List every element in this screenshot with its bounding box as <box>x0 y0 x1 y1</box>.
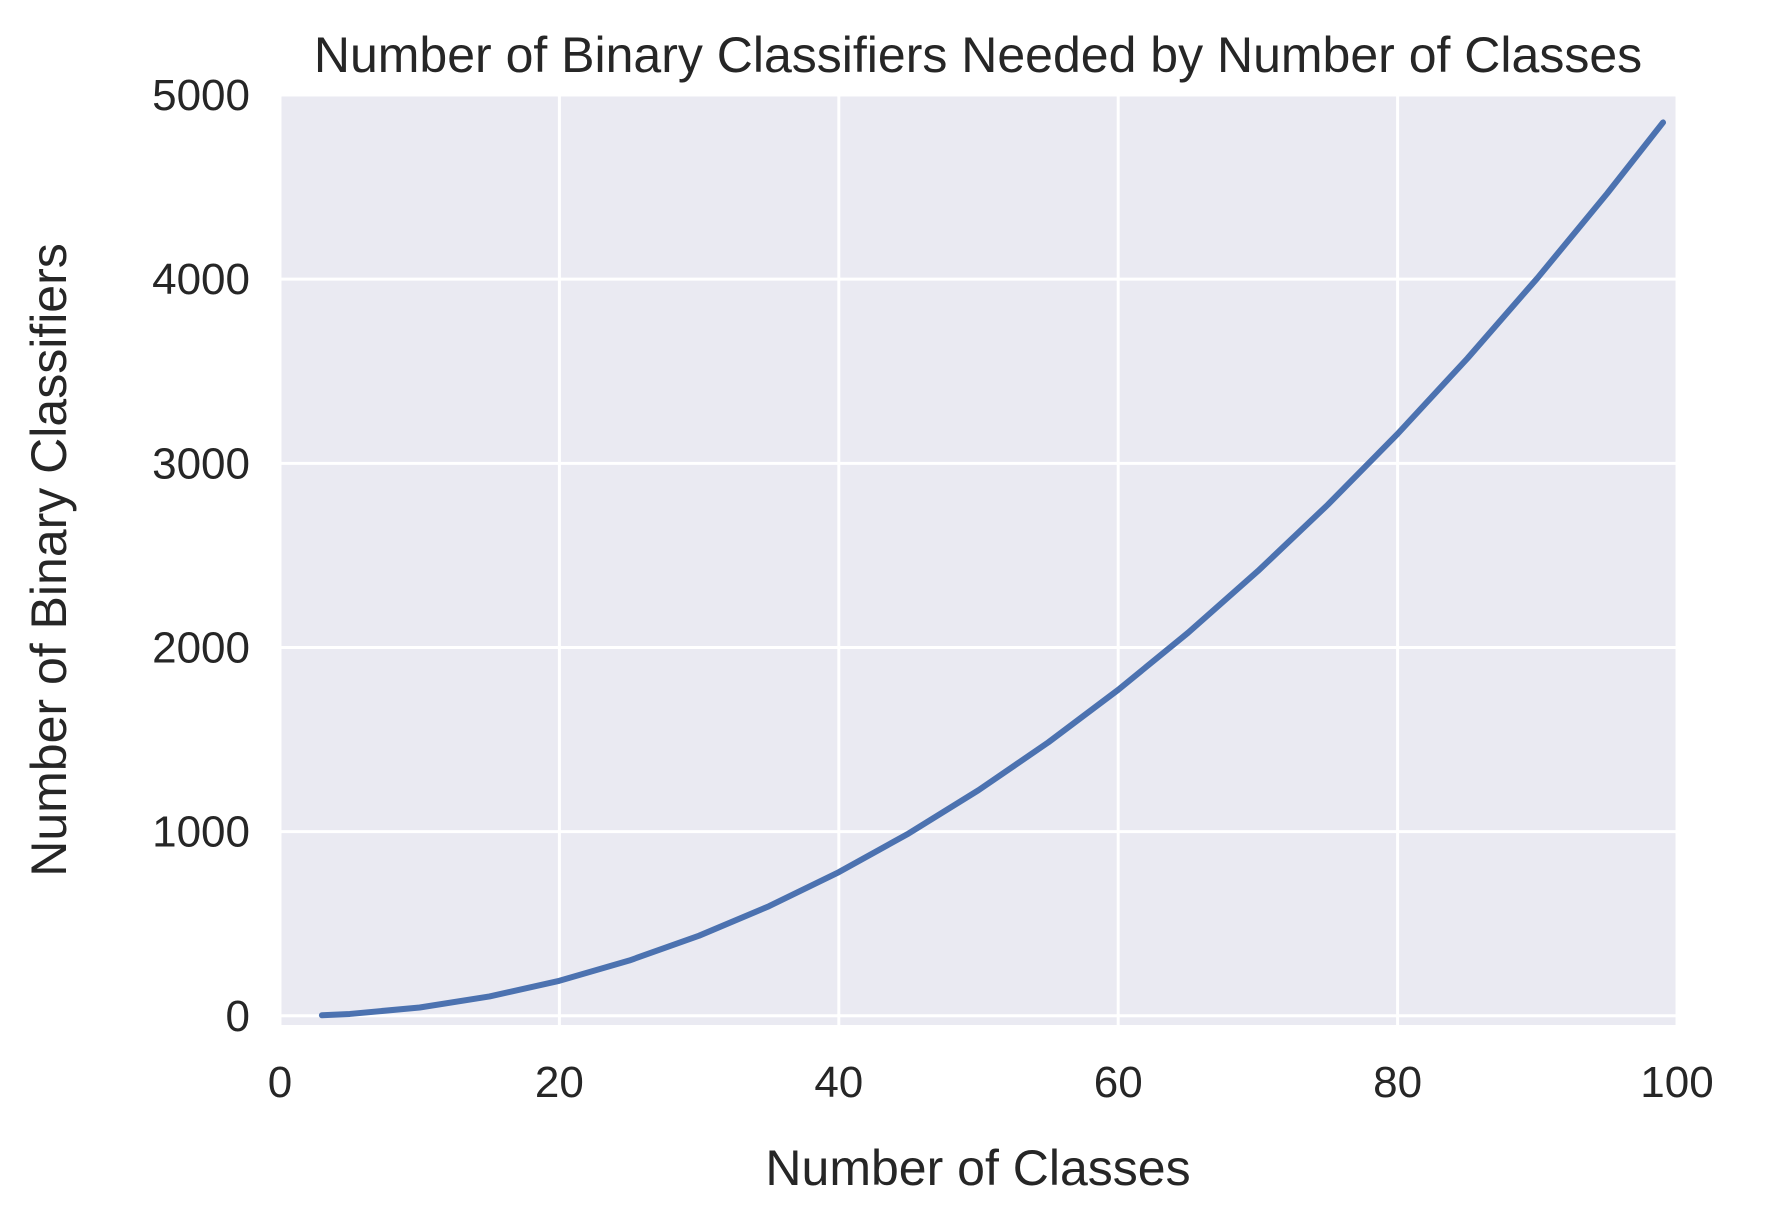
y-axis-label: Number of Binary Classifiers <box>21 243 77 877</box>
x-tick-label: 20 <box>535 1058 584 1107</box>
y-tick-label: 1000 <box>152 808 250 857</box>
x-tick-labels: 0 20 40 60 80 100 <box>268 1058 1714 1107</box>
x-axis-label: Number of Classes <box>765 1140 1190 1196</box>
series-line <box>318 119 1667 1019</box>
y-tick-label: 4000 <box>152 255 250 304</box>
chart-title: Number of Binary Classifiers Needed by N… <box>314 27 1642 83</box>
y-tick-label: 3000 <box>152 439 250 488</box>
x-tick-label: 60 <box>1094 1058 1143 1107</box>
y-tick-label: 5000 <box>152 71 250 120</box>
x-tick-label: 0 <box>268 1058 292 1107</box>
x-tick-label: 40 <box>814 1058 863 1107</box>
y-tick-label: 0 <box>226 992 250 1041</box>
y-tick-labels: 0 1000 2000 3000 4000 5000 <box>152 71 250 1041</box>
x-tick-label: 80 <box>1373 1058 1422 1107</box>
y-tick-label: 2000 <box>152 623 250 672</box>
x-tick-label: 100 <box>1640 1058 1713 1107</box>
grid <box>278 93 1679 1025</box>
series-group <box>318 119 1667 1019</box>
plot-area <box>280 95 1677 1025</box>
